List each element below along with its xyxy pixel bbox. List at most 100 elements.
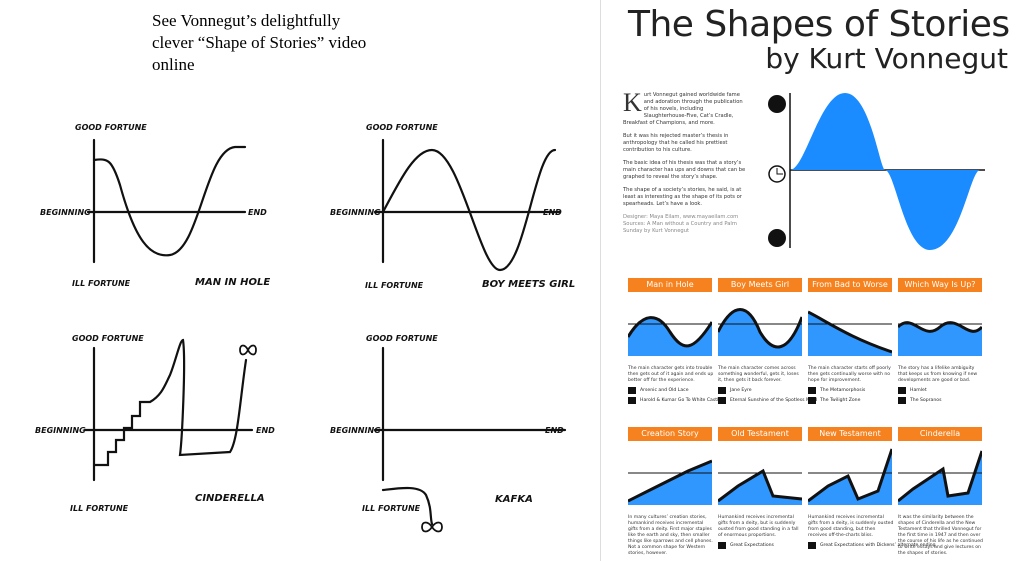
infographic-title: The Shapes of Stories	[628, 4, 1010, 45]
label-beginning: BEGINNING	[40, 208, 91, 217]
example-title: Harold & Kumar Go To White Castle	[640, 398, 722, 403]
graph-boy-meets-girl	[373, 138, 562, 272]
example-title: Great Expectations with Dickens’ alterna…	[820, 543, 936, 548]
book-icon	[628, 387, 636, 394]
label-end: END	[248, 208, 267, 217]
example-item: Eternal Sunshine of the Spotless Mind	[718, 397, 817, 404]
infographic-subtitle: by Kurt Vonnegut	[765, 42, 1008, 75]
card-description: Humankind receives incremental gifts fro…	[808, 515, 894, 538]
example-item: Harold & Kumar Go To White Castle	[628, 397, 721, 404]
label-good-fortune: GOOD FORTUNE	[72, 334, 144, 343]
story-card: Cinderella It was the similarity between…	[897, 427, 984, 557]
happy-face-icon	[768, 95, 786, 113]
lower-wave	[885, 170, 980, 250]
example-item: Arsenic and Old Lace	[628, 387, 721, 394]
label-end: END	[256, 426, 275, 435]
book-icon	[718, 387, 726, 394]
example-item: Jane Eyre	[718, 387, 817, 394]
card-title: Man in Hole	[628, 278, 712, 292]
card-description: In many cultures’ creation stories, huma…	[628, 515, 713, 556]
graph-cinderella	[83, 338, 257, 482]
card-shape-graph	[716, 308, 804, 356]
sources-credit: Sources: A Man without a Country and Pal…	[623, 221, 737, 234]
intro-paragraph: The shape of a society’s stories, he sai…	[623, 187, 742, 207]
example-title: Hamlet	[910, 388, 927, 393]
story-curve	[381, 486, 434, 526]
graph-name: BOY MEETS GIRL	[482, 279, 576, 290]
example-item: Hamlet	[898, 387, 984, 394]
tv-icon	[808, 397, 816, 404]
story-curve	[381, 148, 557, 272]
axis	[86, 138, 247, 264]
card-shape-graph	[627, 459, 713, 505]
example-item: Great Expectations	[718, 542, 804, 549]
intro-paragraph: But it was his rejected master’s thesis …	[623, 133, 729, 153]
example-title: Jane Eyre	[730, 388, 752, 393]
example-title: Eternal Sunshine of the Spotless Mind	[730, 398, 818, 403]
story-card: Boy Meets Girl The main character comes …	[716, 278, 817, 404]
axis	[83, 346, 254, 482]
graph-name: CINDERELLA	[195, 493, 265, 504]
infinity-symbol	[239, 344, 257, 356]
story-card: New Testament Humankind receives increme…	[807, 427, 936, 549]
graph-man-in-hole	[86, 138, 247, 264]
caption: See Vonnegut’s delightfully clever “Shap…	[152, 11, 367, 74]
story-card: Old Testament Humankind receives increme…	[717, 427, 804, 549]
designer-credit: Designer: Maya Eilam, www.mayaeilam.com	[623, 214, 739, 220]
card-title: From Bad to Worse	[808, 278, 892, 292]
card-title: Old Testament	[718, 427, 802, 441]
tv-icon	[628, 397, 636, 404]
label-beginning: BEGINNING	[330, 426, 381, 435]
card-title: Boy Meets Girl	[718, 278, 802, 292]
dropcap: K	[623, 88, 642, 117]
card-description: The main character gets into trouble the…	[628, 366, 714, 383]
label-ill-fortune: ILL FORTUNE	[365, 281, 424, 290]
label-beginning: BEGINNING	[330, 208, 381, 217]
label-ill-fortune: ILL FORTUNE	[70, 504, 129, 513]
card-title: Which Way Is Up?	[898, 278, 982, 292]
tv-icon	[718, 397, 726, 404]
example-item: The Sopranos	[898, 397, 984, 404]
graph-name: KAFKA	[495, 494, 533, 505]
sad-face-icon	[768, 229, 786, 247]
card-description: It was the similarity between the shapes…	[898, 515, 983, 556]
card-description: Humankind receives incremental gifts fro…	[718, 515, 799, 538]
card-shape-graph	[807, 310, 893, 356]
label-end: END	[545, 426, 564, 435]
label-end: END	[543, 208, 562, 217]
example-title: The Metamorphosis	[820, 388, 866, 393]
intro-paragraph: The basic idea of his thesis was that a …	[623, 160, 746, 180]
card-description: The main character starts off poorly the…	[808, 366, 891, 383]
intro-paragraph: urt Vonnegut gained worldwide fame and a…	[623, 92, 743, 126]
label-good-fortune: GOOD FORTUNE	[366, 123, 438, 132]
card-shape-graph	[717, 468, 803, 505]
label-ill-fortune: ILL FORTUNE	[362, 504, 421, 513]
label-ill-fortune: ILL FORTUNE	[72, 279, 131, 288]
sketch-graphs	[83, 138, 567, 533]
upper-wave	[790, 93, 885, 170]
example-item: The Twilight Zone	[808, 397, 894, 404]
example-title: Great Expectations	[730, 543, 774, 548]
book-icon	[808, 542, 816, 549]
example-title: The Sopranos	[910, 398, 942, 403]
divider	[600, 0, 601, 561]
book-icon	[718, 542, 726, 549]
card-shape-graph	[897, 450, 984, 505]
card-description: The story has a lifelike ambiguity that …	[898, 366, 978, 383]
tv-icon	[898, 397, 906, 404]
story-curve	[92, 338, 248, 467]
card-description: The main character comes across somethin…	[718, 366, 799, 383]
example-item: Great Expectations with Dickens’ alterna…	[808, 542, 936, 549]
axis	[373, 346, 567, 482]
book-icon	[898, 387, 906, 394]
graph-kafka	[373, 346, 567, 533]
clock-icon	[768, 165, 786, 183]
card-title: New Testament	[808, 427, 892, 441]
example-item: The Metamorphosis	[808, 387, 894, 394]
label-beginning: BEGINNING	[35, 426, 86, 435]
card-shape-graph	[896, 321, 984, 356]
card-shape-graph	[807, 448, 894, 505]
story-card: Creation Story In many cultures’ creatio…	[627, 427, 714, 557]
label-good-fortune: GOOD FORTUNE	[366, 334, 438, 343]
